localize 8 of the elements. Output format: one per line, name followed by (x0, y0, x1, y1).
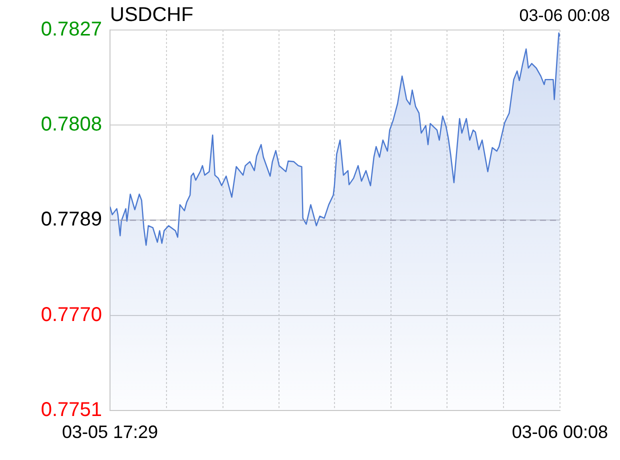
y-tick-label: 0.7808 (40, 114, 102, 136)
y-tick-label: 0.7827 (40, 18, 102, 41)
y-tick-label: 0.7751 (40, 398, 102, 421)
x-tick-label: 03-05 17:29 (62, 422, 158, 442)
y-tick-label: 0.7789 (40, 208, 102, 231)
text: 03-06 00:08 (519, 6, 610, 26)
chart-title: USDCHF (110, 4, 194, 27)
y-tick-label: 0.7770 (40, 304, 102, 326)
